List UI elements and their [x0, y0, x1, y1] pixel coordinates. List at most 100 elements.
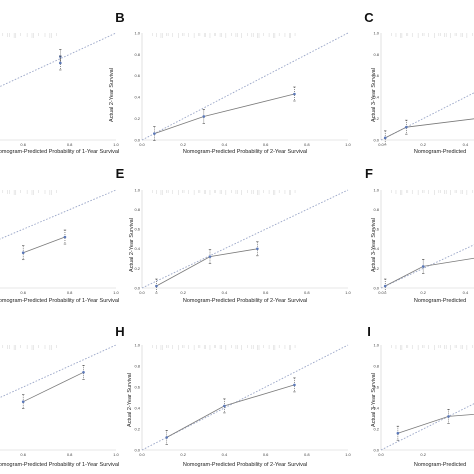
- panel-i-point-1: [447, 415, 450, 418]
- panel-h-rug: [152, 345, 296, 350]
- panel-g-x-axis-label: Nomogram-Predicted Probability of 1-Year…: [0, 462, 119, 468]
- panel-e-x-axis-label: Nomogram-Predicted Probability of 2-Year…: [183, 298, 307, 304]
- panel-g-point-1: [82, 371, 85, 374]
- panel-f-x-tick-label: 0.4: [463, 290, 469, 295]
- panel-c-x-tick-label: 0.2: [420, 142, 426, 147]
- panel-e-ideal-line: [141, 189, 349, 289]
- panel-c-ideal-line: [380, 92, 474, 141]
- panel-h-y-tick-label: 0.4: [134, 405, 140, 410]
- panel-c-x-tick-label: 0.0: [378, 142, 384, 147]
- panel-e: 0.0 0.2 0.4 0.6 0.8 1.0 0.0 0.2 0.4 0.6 0.8 1.0 Nomo…: [116, 166, 352, 304]
- panel-i-x-tick-label: 0.0: [378, 452, 384, 457]
- panel-b-y-tick-label: 1.0: [134, 30, 140, 35]
- panel-h-y-tick-label: 1.0: [134, 342, 140, 347]
- panel-g-x-tick-label: 0.6: [20, 452, 26, 457]
- panel-g-x-tick-label: 1.0: [113, 452, 119, 457]
- panel-f-x-axis-label: Nomogram-Predicted: [414, 298, 466, 304]
- panel-i-point-0: [396, 431, 400, 435]
- panel-h: 0.0 0.2 0.4 0.6 0.8 1.0 0.0 0.2 0.4 0.6 0.8 1.0 Nomo…: [115, 324, 351, 468]
- panel-d-calibration-line: [23, 236, 66, 254]
- panel-i-calibration-line: [397, 413, 474, 434]
- panel-d-x-tick-label: 1.0: [113, 290, 119, 295]
- panel-c-point-1: [405, 125, 408, 129]
- panel-i-y-tick-label: 0.6: [373, 384, 379, 389]
- panel-i-y-tick-label: 0.2: [373, 426, 379, 431]
- panel-h-point-1: [223, 404, 226, 408]
- panel-i-rug: [391, 345, 473, 350]
- panel-e-rug: [152, 190, 296, 195]
- panel-c-y-tick-label: 0.4: [373, 95, 379, 100]
- panel-d: 0.6 0.8 1.0 Nomogram-Predicted Probability …: [0, 189, 120, 304]
- panel-b-x-tick-label: 0.6: [263, 142, 269, 147]
- panel-d-point-1: [63, 235, 67, 239]
- panel-b-calibration-line: [154, 93, 295, 134]
- panel-i-y-tick-label: 0.0: [373, 447, 379, 452]
- panel-i: 0.0 0.2 0.0 0.2 0.4 0.6 0.8 1.0 Nomogram-Predict…: [367, 324, 474, 468]
- panel-g-ideal-line: [0, 344, 117, 398]
- panel-f-calibration-line: [385, 257, 474, 287]
- panel-b-y-axis-label: Actual 2-Year Survival: [109, 68, 115, 122]
- panel-a-point-1: [59, 61, 62, 65]
- panel-h-y-tick-label: 0.6: [134, 384, 140, 389]
- panel-d-point-0: [21, 251, 25, 255]
- panel-b-ideal-line: [141, 32, 349, 141]
- panel-h-y-tick-label: 0.8: [134, 363, 140, 368]
- panel-f-y-tick-label: 0.4: [373, 246, 379, 251]
- panel-f-y-axis-label: Actual 3-Year Survival: [371, 218, 377, 272]
- panel-g-x-tick-label: 0.8: [67, 452, 73, 457]
- panel-b-x-tick-label: 0.2: [180, 142, 186, 147]
- panel-f: 0.0 0.2 0.4 0.0 0.2 0.4 0.6 0.8 1.0 Nomogram-Pred…: [365, 166, 474, 304]
- panel-c-rug: [391, 33, 473, 38]
- panel-d-x-tick-label: 0.8: [67, 290, 73, 295]
- panel-b-x-tick-label: 0.0: [139, 142, 145, 147]
- panel-h-point-2: [293, 383, 296, 387]
- panel-e-letter: E: [116, 166, 125, 181]
- panel-e-y-tick-label: 1.0: [134, 187, 140, 192]
- panel-c-y-tick-label: 0.6: [373, 73, 379, 78]
- panel-e-x-tick-label: 0.8: [304, 290, 310, 295]
- panel-a-rug: [2, 33, 57, 38]
- panel-c-y-tick-label: 0.2: [373, 116, 379, 121]
- panel-a-x-tick-label: 1.0: [113, 142, 119, 147]
- panel-f-x-tick-label: 0.0: [378, 290, 384, 295]
- panel-c-y-tick-label: 1.0: [373, 30, 379, 35]
- panel-b-x-tick-label: 1.0: [345, 142, 351, 147]
- panel-f-rug: [391, 190, 473, 195]
- panel-b: 0.0 0.2 0.4 0.6 0.8 1.0 0.0 0.2 0.4 0.6 0.8 1.0 Nomo…: [109, 10, 352, 155]
- panel-b-y-tick-label: 0.6: [134, 73, 140, 78]
- panel-g: 0.6 0.8 1.0 Nomogram-Predicted Probability …: [0, 344, 120, 468]
- panel-h-x-tick-label: 0.0: [139, 452, 145, 457]
- panel-d-ideal-line: [0, 189, 117, 240]
- panel-f-letter: F: [365, 166, 373, 181]
- panel-f-x-tick-label: 0.2: [420, 290, 426, 295]
- panel-a: 0.6 0.8 1.0 Nomogram-Predicted Probability …: [0, 32, 120, 155]
- panel-f-ideal-line: [380, 244, 474, 289]
- panel-c-y-axis-label: Actual 3-Year Survival: [371, 68, 377, 122]
- panel-h-x-tick-label: 0.2: [180, 452, 186, 457]
- panel-f-y-tick-label: 0.6: [373, 227, 379, 232]
- panel-h-x-axis-label: Nomogram-Predicted Probability of 2-Year…: [183, 462, 307, 468]
- panel-e-point-1: [208, 255, 212, 258]
- panel-e-y-tick-label: 0.0: [134, 285, 140, 290]
- panel-h-letter: H: [115, 324, 124, 339]
- panel-c-calibration-line: [385, 118, 474, 139]
- panel-b-y-tick-label: 0.8: [134, 52, 140, 57]
- panel-a-x-tick-label: 0.8: [67, 142, 73, 147]
- panel-c-x-tick-label: 0.4: [463, 142, 469, 147]
- panel-g-rug: [2, 345, 57, 350]
- panel-f-y-tick-label: 0.2: [373, 266, 379, 271]
- panel-a-x-tick-label: 0.6: [20, 142, 26, 147]
- panel-b-y-tick-label: 0.0: [134, 137, 140, 142]
- panel-e-x-tick-label: 1.0: [345, 290, 351, 295]
- panel-i-y-axis-label: Actual 3-Year Survival: [371, 373, 377, 427]
- panel-e-calibration-line: [156, 248, 258, 287]
- panel-d-x-tick-label: 0.6: [20, 290, 26, 295]
- panel-e-x-tick-label: 0.0: [139, 290, 145, 295]
- panel-c-y-tick-label: 0.8: [373, 52, 379, 57]
- panel-b-y-tick-label: 0.4: [134, 95, 140, 100]
- panel-c-x-axis-label: Nomogram-Predicted: [414, 149, 466, 155]
- panel-e-x-tick-label: 0.4: [222, 290, 228, 295]
- panel-b-y-tick-label: 0.2: [134, 116, 140, 121]
- panel-a-x-axis-label: Nomogram-Predicted Probability of 1-Year…: [0, 149, 119, 155]
